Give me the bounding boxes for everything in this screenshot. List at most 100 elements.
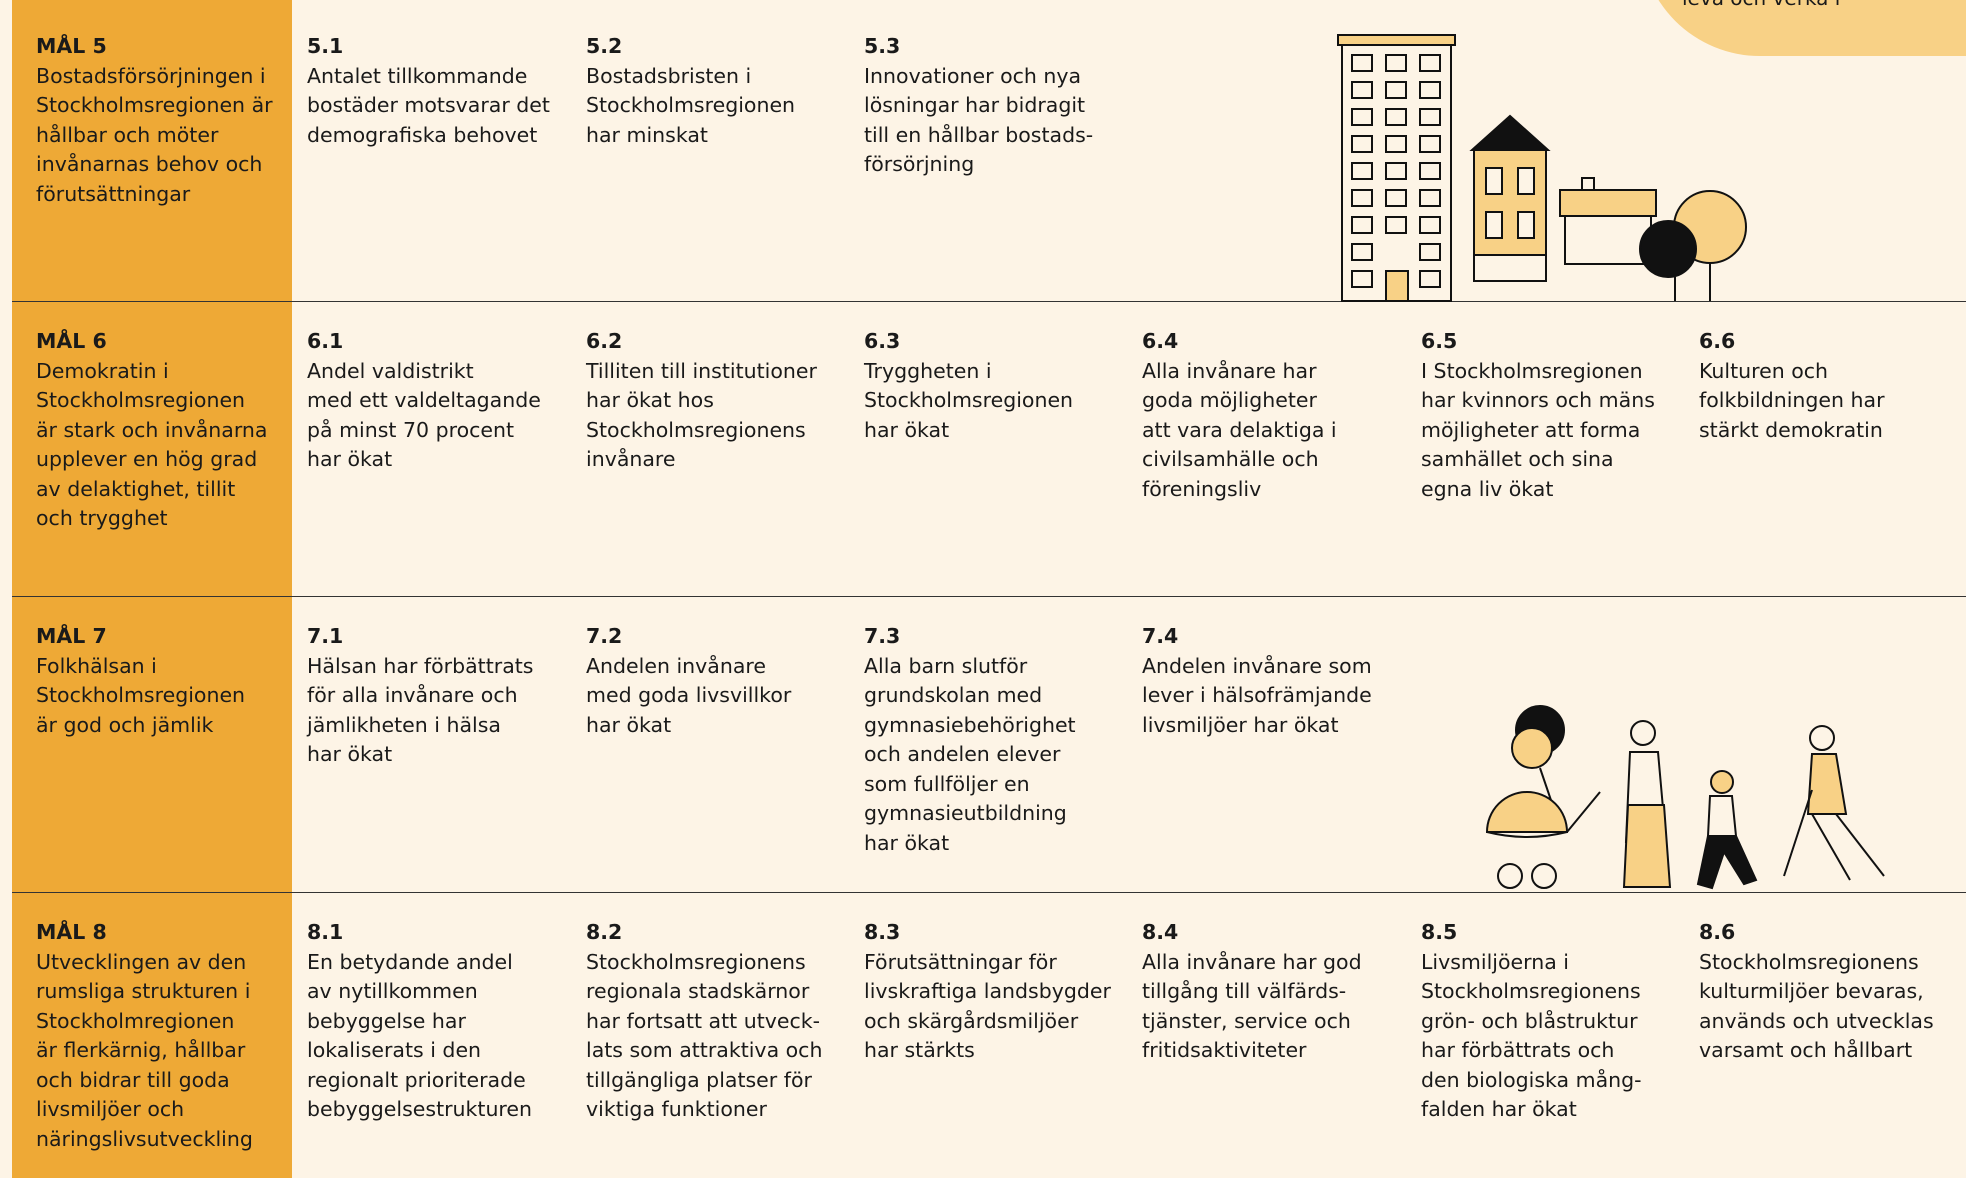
goal-text: Bostadsförsörjningen i [36, 63, 266, 88]
target-text: Hälsan har förbättrats [307, 653, 534, 678]
target-text: goda möjligheter [1142, 388, 1317, 412]
target-text: invånare [586, 447, 676, 471]
target-text: stärkt demokratin [1699, 417, 1883, 442]
goal-text: och bidrar till goda [36, 1067, 230, 1092]
target-text: tjänster, service och [1142, 1008, 1351, 1033]
target-number: 7.3 [864, 624, 901, 648]
target-block: 6.6 Kulturen och folkbildningen har stärkt … [1699, 327, 1885, 445]
target-block: 8.2 Stockholmsregionens regionala stadskär… [586, 918, 822, 1125]
target-text: fritidsaktiviteter [1142, 1038, 1307, 1062]
target-block: 8.1 En betydande andel av nytillkommen beby… [307, 918, 532, 1125]
target-text: Kulturen och [1699, 358, 1829, 383]
target-text: att vara delaktiga i [1142, 417, 1337, 442]
target-text: möjligheter att forma [1421, 417, 1641, 442]
target-text: som fullföljer en [864, 771, 1030, 796]
row-separator [12, 301, 1966, 302]
target-block: 5.2 Bostadsbristen i Stockholmsregionen har… [586, 32, 795, 150]
target-text: har fortsatt att utveck- [586, 1008, 821, 1033]
goal-text: Stockholmsregionen [36, 388, 246, 412]
target-text: lever i hälsofrämjande [1142, 683, 1372, 707]
target-text: föreningsliv [1142, 476, 1262, 501]
target-text: lokaliserats i den [307, 1038, 482, 1062]
target-text: har ökat [864, 417, 950, 442]
target-text: I Stockholmsregionen [1421, 358, 1643, 383]
goal-text: Demokratin i [36, 358, 169, 383]
goal-block: MÅL 6 Demokratin i Stockholmsregionen är st… [36, 327, 268, 534]
goal-text: näringslivsutveckling [36, 1126, 253, 1151]
goal-block: MÅL 7 Folkhälsan i Stockholmsregionen är go… [36, 622, 245, 740]
target-text: viktiga funktioner [586, 1097, 767, 1121]
goal-text: och trygghet [36, 506, 168, 530]
target-block: 6.1 Andel valdistrikt med ett valdeltagand… [307, 327, 541, 475]
target-block: 6.2 Tilliten till institutioner har ökat h… [586, 327, 817, 475]
goal-label: MÅL 6 [36, 329, 107, 353]
target-block: 6.4 Alla invånare har goda möjligheter att … [1142, 327, 1337, 504]
target-text: Stockholmsregionen [864, 388, 1074, 412]
target-text: av nytillkommen [307, 979, 478, 1003]
target-text: samhället och sina [1421, 447, 1614, 471]
target-text: Andelen invånare [586, 653, 766, 678]
target-text: har ökat [307, 742, 393, 766]
target-text: Stockholmsregionens [586, 949, 806, 974]
target-text: och andelen elever [864, 742, 1061, 766]
goal-text: är god och jämlik [36, 712, 214, 737]
target-number: 6.4 [1142, 329, 1179, 353]
target-text: försörjning [864, 152, 975, 176]
target-text: Livsmiljöerna i [1421, 949, 1569, 974]
target-number: 8.2 [586, 920, 623, 944]
target-text: jämlikheten i hälsa [307, 712, 501, 737]
target-block: 8.3 Förutsättningar för livskraftiga lands… [864, 918, 1111, 1066]
goal-block: MÅL 5 Bostadsförsörjningen i Stockholmsreg… [36, 32, 273, 209]
target-number: 8.3 [864, 920, 901, 944]
goal-text: upplever en hög grad [36, 447, 258, 471]
target-text: Bostadsbristen i [586, 63, 752, 88]
goal-text: är stark och invånarna [36, 417, 268, 442]
target-text: Andelen invånare som [1142, 653, 1372, 678]
target-number: 5.3 [864, 34, 901, 58]
target-number: 6.5 [1421, 329, 1458, 353]
target-text: regionalt prioriterade [307, 1067, 526, 1092]
target-number: 5.2 [586, 34, 623, 58]
target-block: 5.1 Antalet tillkommande bostäder motsvara… [307, 32, 550, 150]
target-text: Antalet tillkommande [307, 63, 528, 88]
target-text: Innovationer och nya [864, 63, 1082, 88]
row-separator [12, 892, 1966, 893]
target-text: tillgång till välfärds- [1142, 979, 1347, 1003]
target-text: Stockholmsregionen [586, 93, 796, 117]
target-text: lats som attraktiva och [586, 1038, 823, 1062]
target-text: har ökat [864, 830, 950, 855]
target-number: 5.1 [307, 34, 344, 58]
target-text: civilsamhälle och [1142, 447, 1319, 471]
target-text: egna liv ökat [1421, 476, 1554, 501]
goal-text: Utvecklingen av den [36, 949, 247, 974]
target-number: 6.3 [864, 329, 901, 353]
target-text: lösningar har bidragit [864, 93, 1086, 117]
target-block: 6.5 I Stockholmsregionen har kvinnors och … [1421, 327, 1655, 504]
target-text: med goda livsvillkor [586, 683, 792, 707]
target-block: 8.4 Alla invånare har god tillgång till vä… [1142, 918, 1362, 1066]
row-separator [12, 596, 1966, 597]
target-text: Stockholmsregionens [1699, 949, 1919, 974]
target-text: grön- och blåstruktur [1421, 1008, 1638, 1033]
target-block: 8.6 Stockholmsregionens kulturmiljöer beva… [1699, 918, 1934, 1066]
target-number: 6.2 [586, 329, 623, 353]
target-block: 7.1 Hälsan har förbättrats för alla invåna… [307, 622, 533, 770]
target-text: Alla invånare har [1142, 358, 1317, 383]
target-text: gymnasieutbildning [864, 801, 1067, 825]
goal-text: hållbar och möter [36, 122, 219, 147]
target-number: 6.6 [1699, 329, 1736, 353]
target-text: har stärkts [864, 1038, 975, 1062]
target-block: 7.4 Andelen invånare som lever i hälsofräm… [1142, 622, 1372, 740]
target-text: har minskat [586, 122, 708, 147]
target-text: Tilliten till institutioner [586, 358, 817, 383]
goal-block: MÅL 8 Utvecklingen av den rumsliga struktu… [36, 918, 253, 1154]
target-text: med ett valdeltagande [307, 388, 541, 412]
target-text: Stockholmsregionens [586, 417, 806, 442]
target-number: 7.4 [1142, 624, 1179, 648]
goal-text: Stockholmsregionen [36, 683, 246, 707]
target-text: har ökat [307, 447, 393, 471]
target-text: Alla invånare har god [1142, 949, 1362, 974]
goal-text: invånarnas behov och [36, 152, 263, 176]
